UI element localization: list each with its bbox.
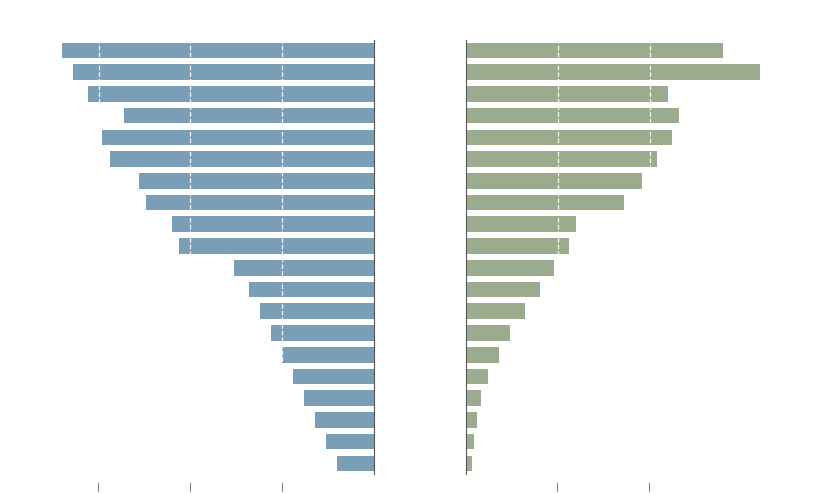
Bar <box>466 86 668 102</box>
Text: |: | <box>189 483 192 492</box>
Bar <box>466 195 624 210</box>
Bar <box>139 173 374 189</box>
Bar <box>466 455 472 471</box>
Bar <box>466 303 525 319</box>
Bar <box>466 64 759 80</box>
Bar <box>87 86 374 102</box>
Bar <box>73 64 374 80</box>
Bar <box>249 282 374 297</box>
Bar <box>124 108 374 124</box>
Bar <box>293 369 374 384</box>
Bar <box>466 325 510 341</box>
Text: |: | <box>648 483 651 492</box>
Bar <box>466 108 679 124</box>
Bar <box>466 412 477 428</box>
Bar <box>315 412 374 428</box>
Bar <box>260 303 374 319</box>
Bar <box>466 434 474 450</box>
Text: |: | <box>97 483 100 492</box>
Bar <box>466 347 499 363</box>
Bar <box>466 282 539 297</box>
Bar <box>282 347 374 363</box>
Bar <box>466 42 723 58</box>
Bar <box>172 216 374 232</box>
Bar <box>234 260 374 276</box>
Bar <box>466 369 488 384</box>
Bar <box>109 151 374 167</box>
Bar <box>102 129 374 145</box>
Bar <box>466 216 576 232</box>
Bar <box>466 151 657 167</box>
Text: |: | <box>281 483 284 492</box>
Bar <box>304 390 374 406</box>
Bar <box>466 173 643 189</box>
Bar <box>466 238 569 254</box>
Bar <box>62 42 374 58</box>
Bar <box>326 434 374 450</box>
Bar <box>466 260 554 276</box>
Bar <box>466 129 672 145</box>
Text: |: | <box>556 483 559 492</box>
Bar <box>466 390 480 406</box>
Bar <box>179 238 374 254</box>
Bar <box>271 325 374 341</box>
Bar <box>337 455 374 471</box>
Bar <box>146 195 374 210</box>
